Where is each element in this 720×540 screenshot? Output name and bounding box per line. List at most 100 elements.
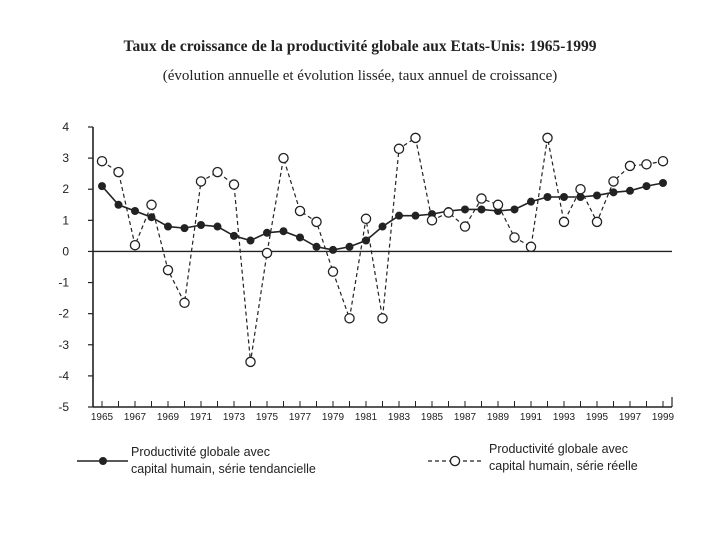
real-point (261, 247, 273, 259)
y-tick-label: 0 (62, 244, 69, 258)
trend-point (411, 211, 420, 220)
real-point (212, 166, 223, 178)
x-tick-label: 1973 (223, 412, 246, 423)
real-point (344, 313, 355, 324)
real-point (459, 221, 471, 232)
trend-point (378, 222, 387, 231)
real-point (558, 216, 570, 228)
trend-point (527, 197, 535, 206)
x-tick-label: 1987 (454, 412, 477, 423)
y-tick-label: 4 (62, 120, 69, 134)
y-tick-label: 3 (62, 151, 69, 165)
y-tick-label: -2 (58, 307, 69, 321)
real-point (575, 183, 586, 195)
y-tick-label: 1 (62, 213, 69, 227)
real-point (311, 216, 322, 228)
trend-point (510, 205, 519, 214)
legend-marker-real (449, 455, 461, 467)
chart-subtitle: (évolution annuelle et évolution lissée,… (162, 68, 558, 84)
x-tick-label: 1979 (322, 412, 345, 423)
trend-point (560, 193, 568, 201)
real-point (657, 155, 669, 167)
real-point (294, 205, 306, 217)
trend-point (230, 231, 238, 240)
x-tick-label: 1991 (520, 412, 543, 423)
real-point (608, 176, 619, 187)
trend-point (659, 179, 667, 187)
trend-point (263, 228, 271, 237)
legend-label-trend: Productivité globale avec capital humain,… (131, 445, 316, 476)
trend-point (147, 213, 156, 222)
trend-point (180, 224, 189, 233)
x-tick-label: 1999 (652, 412, 675, 423)
real-point (228, 179, 240, 190)
trend-point (576, 193, 585, 201)
x-tick-label: 1965 (91, 412, 114, 423)
real-point (641, 159, 652, 170)
real-point (509, 232, 520, 243)
trend-point (296, 233, 304, 242)
x-tick-label: 1977 (289, 412, 312, 423)
real-point (245, 356, 256, 368)
real-point (476, 193, 487, 204)
real-point (360, 213, 372, 225)
trend-point (543, 193, 552, 201)
real-point (542, 132, 553, 144)
trend-point (246, 236, 255, 245)
x-tick-label: 1981 (355, 412, 378, 423)
trend-point (164, 222, 172, 231)
trend-point (395, 211, 403, 220)
real-point (113, 166, 124, 178)
real-point (393, 143, 405, 155)
x-tick-label: 1971 (190, 412, 213, 423)
trend-point (197, 221, 205, 229)
real-point (525, 241, 537, 253)
trend-point (131, 207, 139, 215)
trend-point (642, 182, 651, 191)
real-point (327, 266, 339, 277)
x-tick-label: 1985 (421, 412, 444, 423)
y-tick-label: -4 (58, 369, 69, 383)
trend-point (98, 182, 106, 191)
real-point (179, 297, 190, 309)
legend-marker-trend (99, 457, 107, 465)
trend-point (312, 242, 321, 251)
trend-point (329, 245, 337, 254)
x-tick-label: 1975 (256, 412, 279, 423)
series-line-real (101, 136, 664, 362)
trend-point (114, 200, 123, 209)
y-tick-label: -1 (58, 276, 69, 290)
trend-point (362, 236, 370, 245)
real-point (426, 215, 438, 226)
chart-title: Taux de croissance de la productivité gl… (123, 38, 597, 55)
x-tick-label: 1993 (553, 412, 576, 423)
x-tick-label: 1989 (487, 412, 510, 423)
x-tick-label: 1967 (124, 412, 147, 423)
real-point (624, 160, 636, 172)
real-point (443, 207, 454, 218)
y-tick-label: -5 (58, 400, 69, 414)
trend-point (626, 186, 634, 195)
x-tick-label: 1983 (388, 412, 411, 423)
real-point (410, 132, 421, 144)
trend-point (461, 205, 469, 214)
trend-point (477, 205, 486, 214)
trend-point (609, 188, 618, 197)
x-tick-label: 1997 (619, 412, 642, 423)
real-point (195, 176, 207, 187)
real-point (377, 313, 388, 324)
real-point (492, 199, 504, 211)
y-tick-label: 2 (62, 182, 69, 196)
trend-point (593, 191, 601, 200)
real-point (96, 155, 108, 167)
legend-label-real: Productivité globale avec capital humain,… (489, 442, 638, 473)
real-point (162, 264, 174, 276)
trend-point (213, 222, 222, 231)
trend-point (345, 242, 354, 251)
real-point (278, 152, 289, 164)
trend-point (279, 227, 288, 236)
real-point (146, 199, 157, 211)
y-tick-label: -3 (58, 338, 69, 352)
x-tick-label: 1995 (586, 412, 609, 423)
